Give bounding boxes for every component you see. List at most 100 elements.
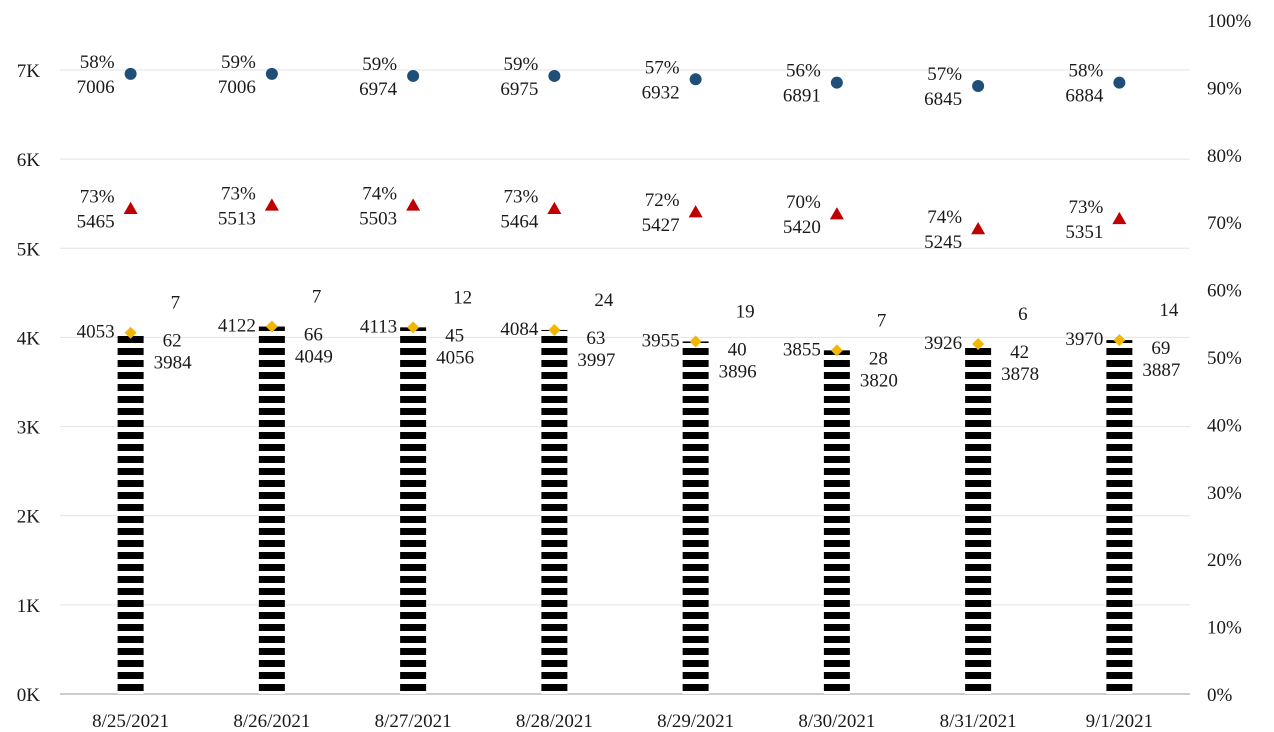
y-left-tick-label: 2K (17, 507, 41, 528)
bar-segment-label: 42 (1010, 342, 1029, 363)
point-percent-label: 70% (786, 192, 821, 213)
bar-total-label: 3970 (1065, 329, 1103, 350)
bar-segment-label: 62 (163, 331, 182, 352)
triangle-marker (971, 221, 986, 235)
x-tick-label: 9/1/2021 (1086, 711, 1154, 732)
bar-series (117, 326, 1133, 694)
triangle-marker (406, 198, 421, 211)
bar-segment-label: 69 (1151, 338, 1170, 359)
bar-segment-label: 3997 (577, 350, 615, 371)
point-value-label: 6884 (1065, 86, 1104, 107)
bar-segment-label: 63 (586, 328, 605, 349)
circle-marker (1113, 76, 1126, 89)
circle-marker (830, 76, 843, 89)
bar-segment-label: 4056 (436, 347, 474, 368)
bar-segment-label: 19 (736, 301, 755, 322)
point-value-label: 5427 (642, 215, 680, 236)
point-series (123, 67, 1127, 357)
point-percent-label: 73% (221, 183, 256, 204)
circle-marker (407, 69, 420, 82)
bar-segment-label: 40 (728, 339, 747, 360)
x-tick-label: 8/25/2021 (92, 711, 169, 732)
bar-segment-label: 3896 (719, 361, 757, 382)
point-percent-label: 74% (927, 207, 962, 228)
point-value-label: 6932 (642, 82, 680, 103)
point-value-label: 5245 (924, 232, 962, 253)
bar-segment-label: 7 (877, 310, 887, 331)
bar-segment-label: 4049 (295, 347, 333, 368)
bar (682, 341, 709, 694)
point-value-label: 6845 (924, 89, 962, 110)
bar-segment-label: 3878 (1001, 364, 1039, 385)
y-left-tick-label: 5K (17, 239, 41, 260)
point-value-label: 5420 (783, 217, 821, 238)
point-value-label: 7006 (77, 77, 115, 98)
x-tick-label: 8/26/2021 (233, 711, 310, 732)
point-percent-label: 56% (786, 61, 821, 82)
total-marker (830, 344, 843, 357)
total-marker (548, 323, 561, 336)
point-percent-label: 73% (80, 187, 115, 208)
bar-segment-label: 12 (453, 287, 472, 308)
bar (1106, 340, 1133, 694)
bar-total-label: 3926 (924, 333, 962, 354)
y-left-tick-label: 6K (17, 150, 41, 171)
y-left-tick-label: 4K (17, 328, 41, 349)
y-right-tick-label: 0% (1207, 685, 1233, 706)
x-tick-label: 8/27/2021 (375, 711, 452, 732)
bar-segment-label: 7 (171, 293, 181, 314)
point-value-label: 5513 (218, 208, 256, 229)
circle-marker (124, 67, 137, 80)
triangle-marker (264, 198, 279, 211)
axes: 0K 1K 2K 3K 4K 5K 6K 7K 0% 10% 20% 30% 40% 50% 60% 70% 8… (17, 11, 1252, 732)
bar (965, 344, 992, 694)
x-tick-label: 8/31/2021 (940, 711, 1017, 732)
bar-segment-label: 28 (869, 348, 888, 369)
y-right-tick-label: 20% (1207, 550, 1242, 571)
total-marker (1113, 334, 1126, 347)
point-percent-label: 57% (927, 64, 962, 85)
bar (117, 332, 144, 694)
point-value-label: 7006 (218, 77, 256, 98)
point-percent-label: 58% (1069, 61, 1104, 82)
x-tick-label: 8/30/2021 (798, 711, 875, 732)
point-percent-label: 59% (504, 54, 539, 75)
bar-total-label: 4113 (360, 316, 397, 337)
total-marker (689, 335, 702, 348)
y-left-tick-label: 7K (17, 61, 41, 82)
bar-segment-label: 3887 (1142, 360, 1180, 381)
point-percent-label: 59% (221, 52, 256, 73)
x-tick-label: 8/28/2021 (516, 711, 593, 732)
total-marker (265, 320, 278, 333)
bar-segment-label: 3984 (154, 353, 193, 374)
bar-segment-label: 24 (594, 290, 614, 311)
y-right-tick-label: 60% (1207, 281, 1242, 302)
bar-total-label: 4122 (218, 316, 256, 337)
bar-segment-label: 66 (304, 325, 323, 346)
data-labels: 3984627405340496674122405645124113399763… (77, 52, 1181, 391)
bar-segment-label: 6 (1018, 304, 1028, 325)
gridlines (60, 69, 1190, 606)
point-percent-label: 58% (80, 52, 115, 73)
total-marker (972, 338, 985, 351)
bar (400, 327, 427, 694)
bar-total-label: 3855 (783, 339, 821, 360)
bar (823, 350, 850, 694)
circle-marker (972, 80, 985, 93)
bar (541, 329, 568, 694)
point-percent-label: 59% (362, 54, 397, 75)
x-tick-label: 8/29/2021 (657, 711, 734, 732)
point-percent-label: 73% (504, 187, 539, 208)
bar-total-label: 4084 (500, 319, 539, 340)
triangle-marker (123, 201, 138, 214)
y-left-tick-label: 0K (17, 685, 41, 706)
bar-total-label: 3955 (642, 330, 680, 351)
triangle-marker (688, 205, 703, 218)
point-percent-label: 74% (362, 183, 397, 204)
bar (258, 326, 285, 694)
triangle-marker (547, 201, 562, 214)
point-value-label: 5464 (500, 212, 539, 233)
y-right-tick-label: 100% (1207, 11, 1252, 32)
circle-marker (548, 69, 561, 82)
triangle-marker (829, 207, 844, 220)
